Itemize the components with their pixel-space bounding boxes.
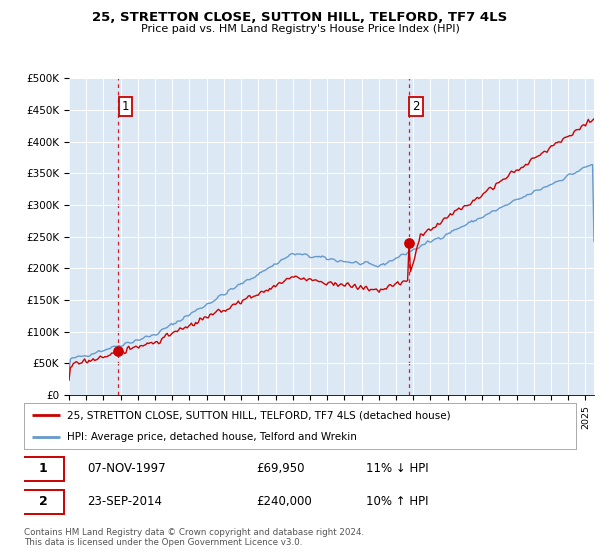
Point [113, 346, 123, 355]
Text: Price paid vs. HM Land Registry's House Price Index (HPI): Price paid vs. HM Land Registry's House … [140, 24, 460, 34]
Text: 11% ↓ HPI: 11% ↓ HPI [366, 463, 429, 475]
Text: 07-NOV-1997: 07-NOV-1997 [88, 463, 166, 475]
Text: 1: 1 [122, 100, 129, 113]
Text: 1: 1 [39, 463, 47, 475]
FancyBboxPatch shape [23, 457, 64, 480]
FancyBboxPatch shape [23, 490, 64, 514]
Text: HPI: Average price, detached house, Telford and Wrekin: HPI: Average price, detached house, Telf… [67, 432, 357, 442]
Text: 2: 2 [412, 100, 419, 113]
Text: 2: 2 [39, 496, 47, 508]
Text: 10% ↑ HPI: 10% ↑ HPI [366, 496, 429, 508]
Text: 25, STRETTON CLOSE, SUTTON HILL, TELFORD, TF7 4LS: 25, STRETTON CLOSE, SUTTON HILL, TELFORD… [92, 11, 508, 24]
Text: 25, STRETTON CLOSE, SUTTON HILL, TELFORD, TF7 4LS (detached house): 25, STRETTON CLOSE, SUTTON HILL, TELFORD… [67, 410, 451, 420]
Text: £240,000: £240,000 [256, 496, 311, 508]
Text: Contains HM Land Registry data © Crown copyright and database right 2024.
This d: Contains HM Land Registry data © Crown c… [24, 528, 364, 547]
Text: £69,950: £69,950 [256, 463, 304, 475]
Point [404, 239, 413, 248]
Text: 23-SEP-2014: 23-SEP-2014 [88, 496, 163, 508]
